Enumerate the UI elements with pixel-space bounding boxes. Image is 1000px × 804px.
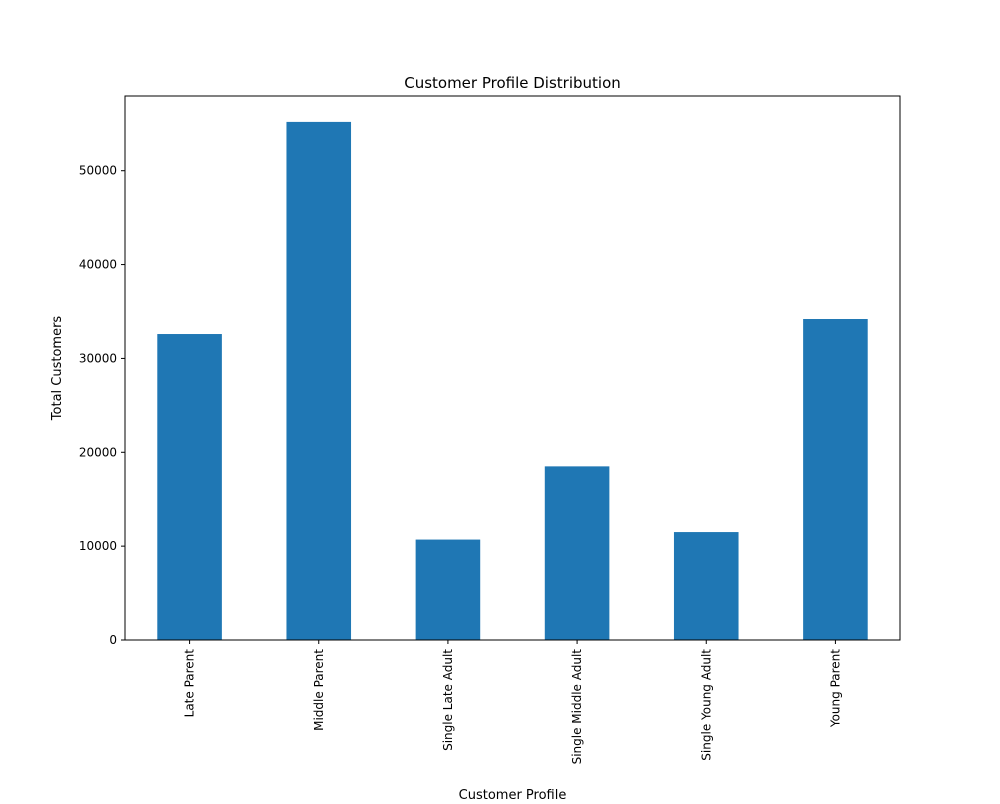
y-axis-label: Total Customers [50,316,65,422]
x-tick-label: Single Middle Adult [570,649,584,765]
y-tick-label: 20000 [79,445,117,459]
x-axis-label: Customer Profile [459,788,567,800]
bar-single-late-adult [415,539,481,640]
x-tick-label: Single Young Adult [699,649,713,761]
y-tick-label: 10000 [79,539,117,553]
x-tick-label: Young Parent [828,649,842,728]
y-tick-label: 30000 [79,351,117,365]
plot-frame [124,95,901,641]
x-tick-label: Middle Parent [312,649,326,731]
y-tick-label: 40000 [79,258,117,272]
y-tick-label: 0 [109,633,117,647]
x-axis-ticks: Late Parent Middle Parent Single Late Adul… [183,640,842,765]
y-tick-label: 50000 [79,164,117,178]
bar-late-parent [157,334,222,640]
bars-layer [157,121,868,640]
y-axis-ticks: 0 10000 20000 30000 40000 50000 [79,164,125,647]
bar-single-young-adult [673,532,739,640]
chart-title: Customer Profile Distribution [404,74,621,92]
bar-young-parent [803,319,868,640]
x-tick-label: Late Parent [183,649,197,718]
bar-middle-parent [286,121,352,640]
bar-single-middle-adult [544,466,610,640]
x-tick-label: Single Late Adult [441,649,455,751]
